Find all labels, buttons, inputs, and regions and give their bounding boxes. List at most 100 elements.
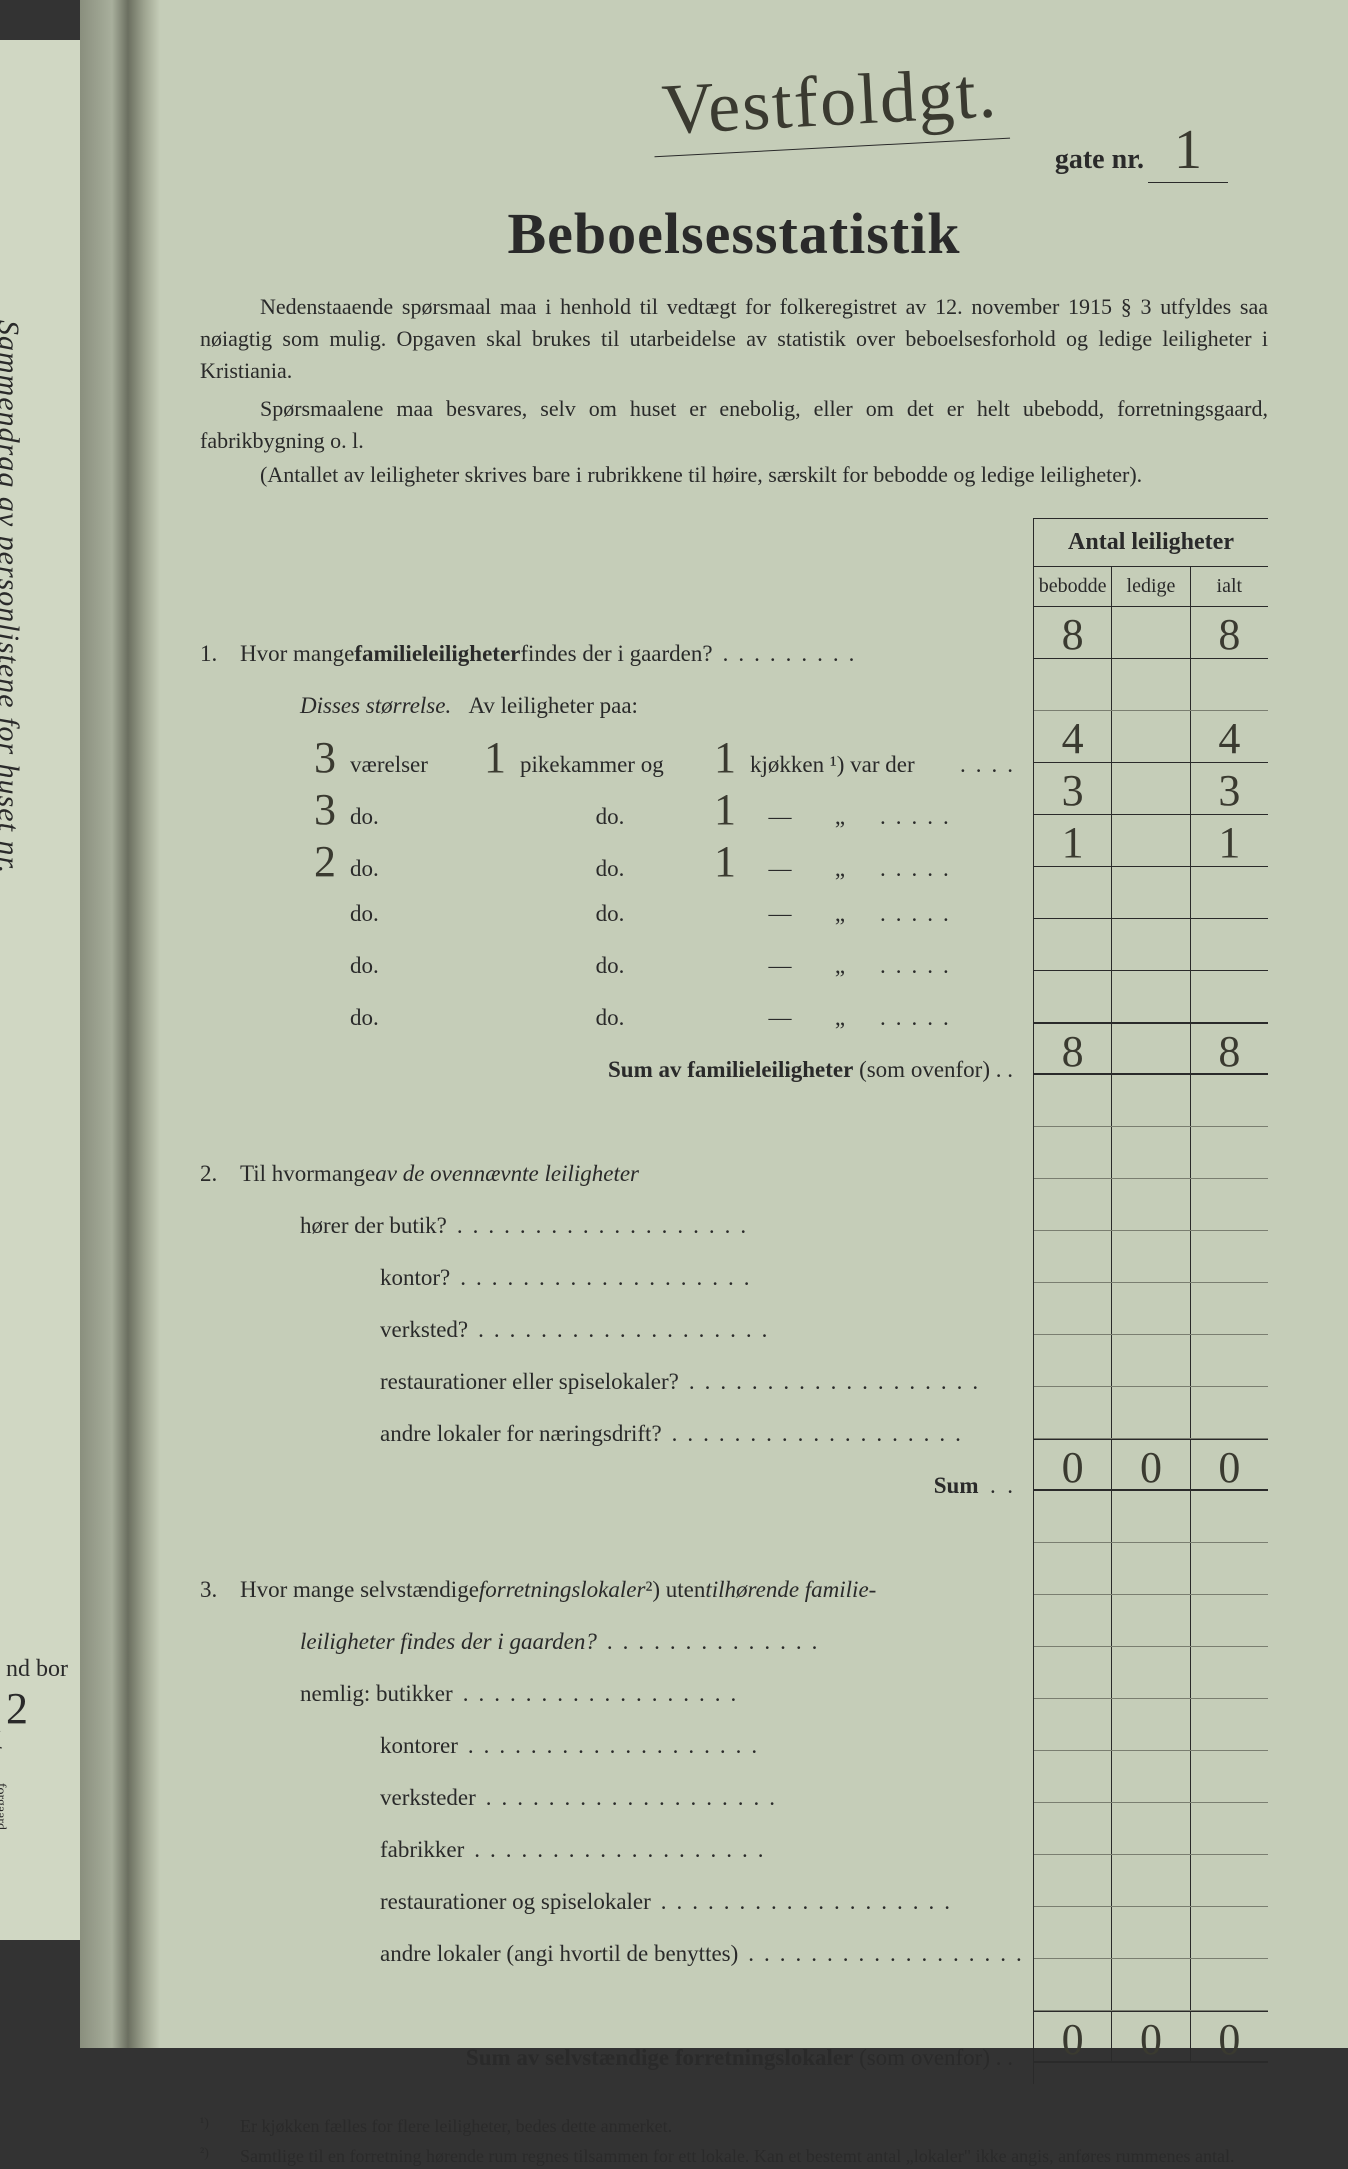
table-spacer (1034, 1959, 1268, 2011)
col-ialt: ialt (1191, 567, 1268, 606)
side-summary-text: Sammendrag av personlistene for huset nr… (0, 320, 25, 874)
footnote-1: ¹) Er kjøkken fælles for flere leilighet… (200, 2114, 1268, 2139)
dots: .............. (597, 1616, 1023, 1668)
table-row: 44 (1034, 711, 1268, 763)
table-column: Antal leiligheter bebodde ledige ialt 88… (1033, 518, 1268, 2084)
table-spacer (1034, 1543, 1268, 1595)
q1-subhead-text: Disses størrelse. (300, 680, 451, 732)
q2-item: hører der butik?................... (200, 1200, 1023, 1252)
q3-line2: leiligheter findes der i gaarden? ......… (200, 1616, 1023, 1668)
q2-items-container: hører der butik?...................konto… (200, 1200, 1023, 1460)
q2-item: andre lokaler for næringsdrift?.........… (200, 1408, 1023, 1460)
q1-sum-line: Sum av familieleiligheter (som ovenfor) … (200, 1044, 1023, 1096)
q3-sum-paren: (som ovenfor) (859, 2032, 990, 2084)
q1-subhead2: Av leiligheter paa: (468, 680, 637, 732)
table-spacer (1034, 1595, 1268, 1647)
table-row (1034, 971, 1268, 1023)
intro-note-text: (Antallet av leiligheter skrives bare i … (260, 462, 1142, 487)
q1-sum-paren: (som ovenfor) (859, 1044, 990, 1096)
q3-item: verksteder................... (200, 1772, 1023, 1824)
q3-line1: 3. Hvor mange selvstændige forretningslo… (200, 1564, 1023, 1616)
gate-number-field: gate nr. 1 (1055, 118, 1228, 183)
table-row: 000 (1034, 2011, 1268, 2063)
questions-column: 1. Hvor mange familieleiligheter findes … (200, 518, 1033, 2084)
document-page: Vestfoldgt. gate nr. 1 Beboelsesstatisti… (80, 0, 1348, 2048)
q3-nemlig: nemlig: butikker .................. (200, 1668, 1023, 1720)
table-row: 11 (1034, 815, 1268, 867)
intro-p1: Nedenstaaende spørsmaal maa i henhold ti… (200, 291, 1268, 387)
q2-ital: av de ovennævnte leiligheter (375, 1148, 639, 1200)
side-gate-sub1: forgaard (0, 1783, 8, 1830)
dots: ......... (713, 628, 1023, 680)
table-spacer (1034, 1231, 1268, 1283)
side-nd-bor-label: nd bor (6, 1656, 68, 1682)
q3-sum-label: Sum av selvstændige forretningslokaler (466, 2032, 853, 2084)
page-title: Beboelsesstatistik (200, 200, 1268, 267)
q3-lead-b: forretningslokaler (479, 1564, 646, 1616)
table-spacer (1034, 1855, 1268, 1907)
footnote-2: ²) Samtlige til en forretning hørende ru… (200, 2144, 1268, 2169)
table-spacer (1034, 1491, 1268, 1543)
table-row (1034, 919, 1268, 971)
q2-line: 2. Til hvormange av de ovennævnte leilig… (200, 1148, 1023, 1200)
q1-row: 2do.do.1—„..... (200, 836, 1023, 888)
q1-sum-label: Sum av familieleiligheter (608, 1044, 853, 1096)
q1-row: do.do.—„..... (200, 992, 1023, 1044)
table-spacer (1034, 1387, 1268, 1439)
side-nd-bor-value: 2 (6, 1684, 28, 1733)
intro-note: (Antallet av leiligheter skrives bare i … (200, 462, 1268, 488)
footnote-2-num: ²) (200, 2144, 220, 2169)
side-gate-sub: forgaard bakgaard (0, 1783, 8, 1834)
col-bebodde: bebodde (1034, 567, 1112, 606)
table-spacer (1034, 659, 1268, 711)
q3-item: andre lokaler (angi hvortil de benyttes)… (200, 1928, 1023, 1980)
table-spacer (1034, 1803, 1268, 1855)
q1-text-c: findes der i gaarden? (520, 628, 712, 680)
table-spacer (1034, 1127, 1268, 1179)
binding-shadow (80, 0, 160, 2048)
q2-number: 2. (200, 1148, 240, 1200)
q2-lead: Til hvormange (240, 1148, 375, 1200)
q3-items-container: kontorer...................verksteder...… (200, 1720, 1023, 1980)
q1-text-b: familieleiligheter (354, 628, 520, 680)
body-grid: 1. Hvor mange familieleiligheter findes … (200, 518, 1268, 2084)
q1-subhead: Disses størrelse. Av leiligheter paa: (200, 680, 1023, 732)
table-row (1034, 867, 1268, 919)
q3-lead-a: Hvor mange selvstændige (240, 1564, 479, 1616)
q1-number: 1. (200, 628, 240, 680)
gate-nr-value: 1 (1148, 118, 1228, 183)
q3-item: fabrikker................... (200, 1824, 1023, 1876)
q3-lead-d-part: tilhørende familie- (705, 1564, 876, 1616)
q2-item: restaurationer eller spiselokaler?......… (200, 1356, 1023, 1408)
q1-row: do.do.—„..... (200, 940, 1023, 992)
footnotes: ¹) Er kjøkken fælles for flere leilighet… (200, 2114, 1268, 2168)
q2-sum-line: Sum . . (200, 1460, 1023, 1512)
street-name-handwritten: Vestfoldgt. (650, 51, 1010, 158)
q3-item-0: butikker (376, 1668, 453, 1720)
table-header-title: Antal leiligheter (1034, 519, 1268, 567)
table-row: 88 (1034, 607, 1268, 659)
q1-row: 3do.do.1—„..... (200, 784, 1023, 836)
table-spacer (1034, 1335, 1268, 1387)
q3-sum-line: Sum av selvstændige forretningslokaler (… (200, 2032, 1023, 2084)
q3-lead-c: ²) uten (645, 1564, 705, 1616)
q1-row: do.do.—„..... (200, 888, 1023, 940)
table-spacer (1034, 1699, 1268, 1751)
table-row: 000 (1034, 1439, 1268, 1491)
table-row: 33 (1034, 763, 1268, 815)
table-spacer (1034, 1075, 1268, 1127)
footnote-2-text: Samtlige til en forretning hørende rum r… (240, 2144, 1235, 2169)
gate-nr-label: gate nr. (1055, 144, 1144, 175)
q3-number: 3. (200, 1564, 240, 1616)
table-row: 88 (1034, 1023, 1268, 1075)
table-body: 88 443311 88 000 000 (1034, 607, 1268, 2063)
table-spacer (1034, 1751, 1268, 1803)
header-row: Vestfoldgt. gate nr. 1 (200, 60, 1268, 190)
col-ledige: ledige (1112, 567, 1190, 606)
q3-item: kontorer................... (200, 1720, 1023, 1772)
footnote-1-text: Er kjøkken fælles for flere leiligheter,… (240, 2114, 672, 2139)
footnote-1-num: ¹) (200, 2114, 220, 2139)
table-header: Antal leiligheter bebodde ledige ialt (1034, 518, 1268, 607)
table-spacer (1034, 1907, 1268, 1959)
side-nd-bor: nd bor 2 (0, 1650, 74, 1740)
